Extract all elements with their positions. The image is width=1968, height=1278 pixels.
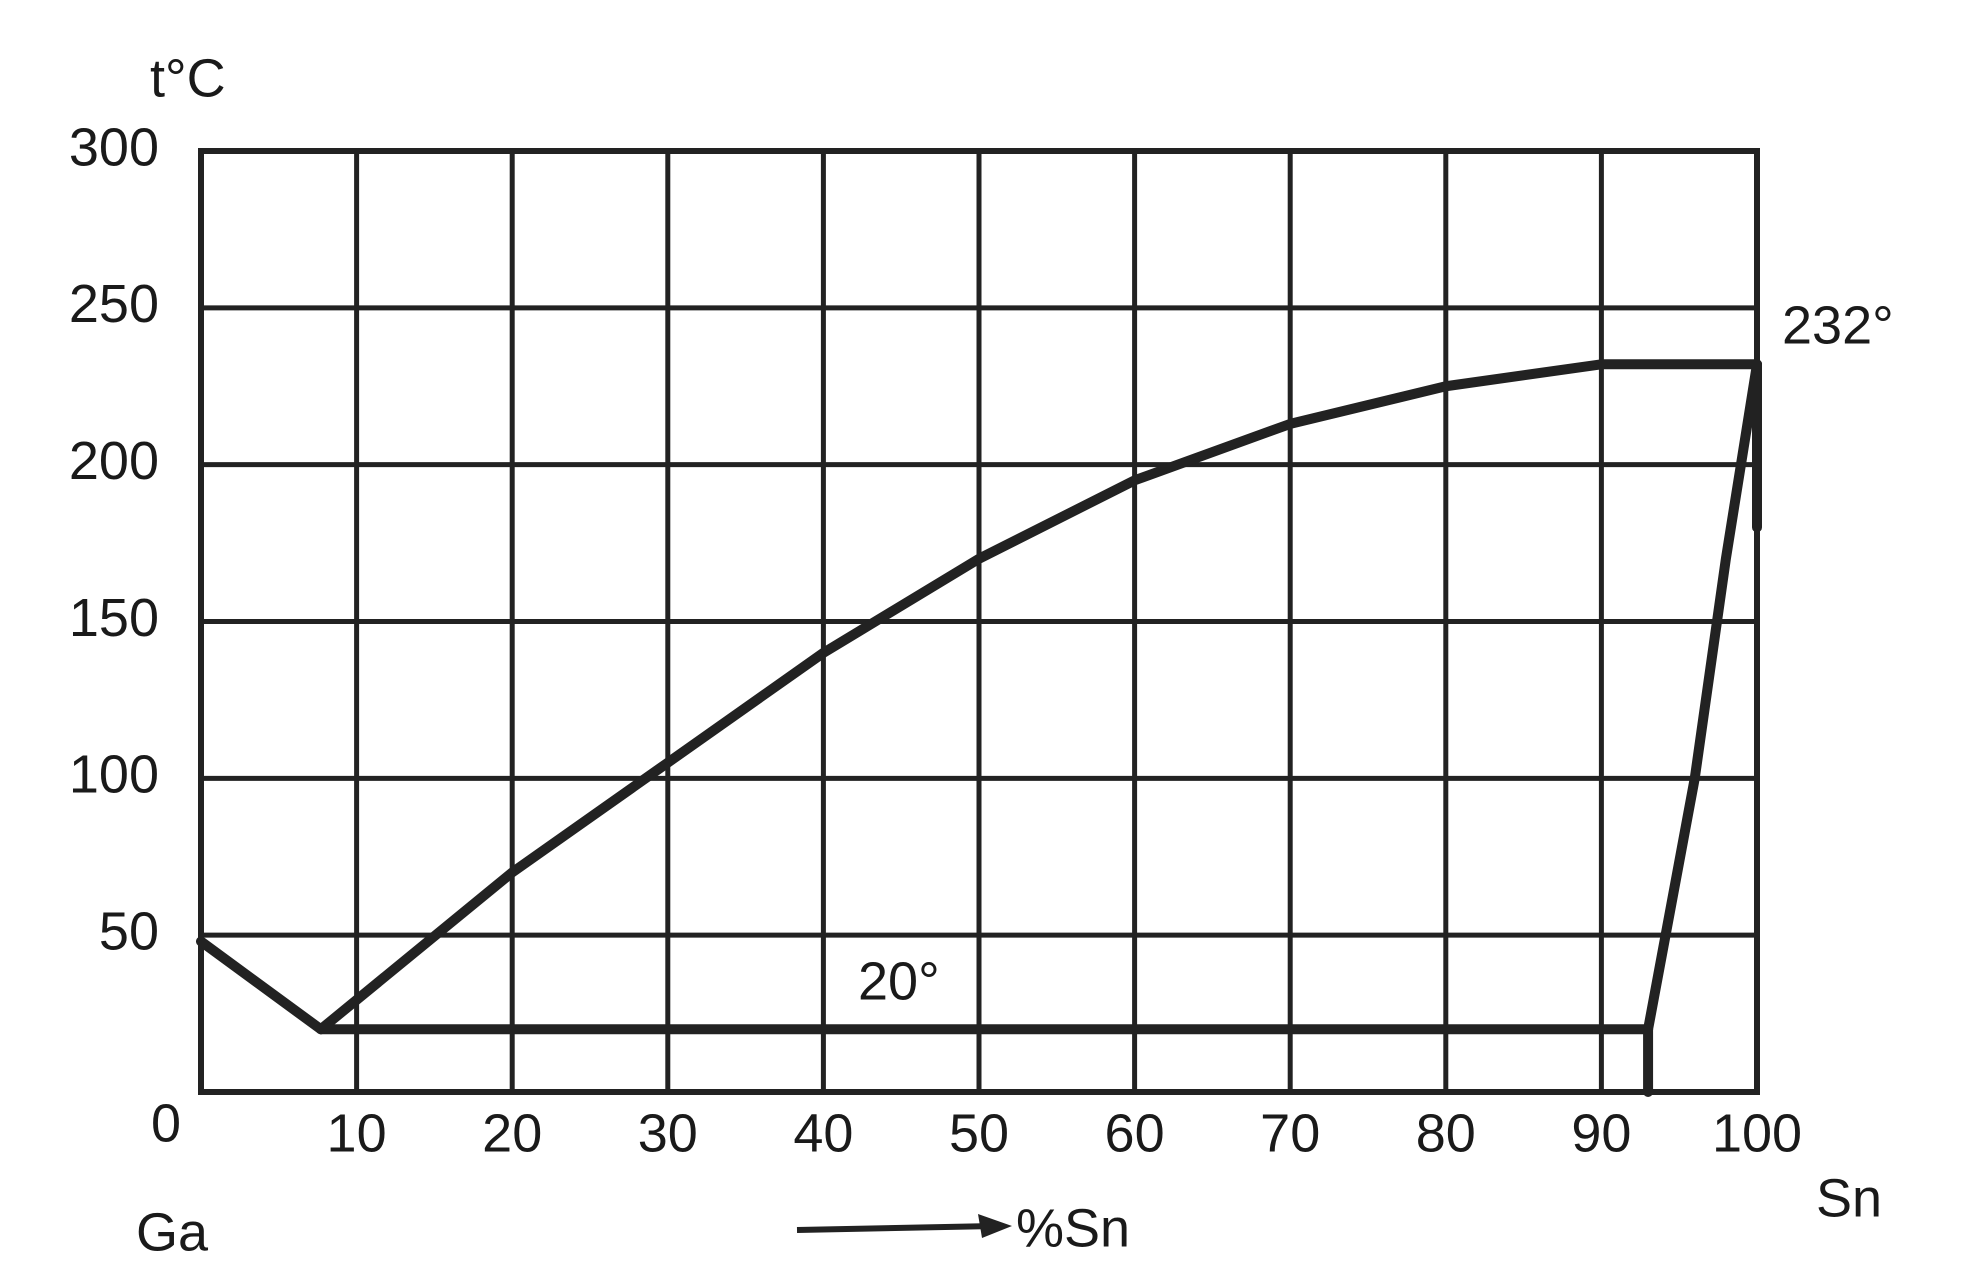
x-tick-label: 10 xyxy=(327,1103,387,1163)
x-tick-label: 100 xyxy=(1712,1103,1802,1163)
y-tick-label: 300 xyxy=(69,117,159,177)
arrow xyxy=(796,1223,996,1233)
arrow-head xyxy=(978,1214,1012,1238)
annotation: 20° xyxy=(858,951,940,1011)
x-tick-label: 80 xyxy=(1416,1103,1476,1163)
x-tick-label: 0 xyxy=(151,1093,181,1153)
y-tick-label: 100 xyxy=(69,745,159,805)
annotation: Ga xyxy=(136,1202,209,1262)
x-tick-label: 50 xyxy=(949,1103,1009,1163)
y-tick-label: 250 xyxy=(69,274,159,334)
x-tick-label: 70 xyxy=(1260,1103,1320,1163)
x-tick-label: 90 xyxy=(1571,1103,1631,1163)
y-tick-label: 150 xyxy=(69,588,159,648)
y-tick-label: 200 xyxy=(69,431,159,491)
x-tick-label: 60 xyxy=(1105,1103,1165,1163)
x-axis-label: %Sn xyxy=(1016,1198,1130,1258)
curve xyxy=(196,936,326,1035)
y-axis-label: t°C xyxy=(150,48,226,108)
x-tick-label: 40 xyxy=(793,1103,853,1163)
curve xyxy=(315,359,1762,1035)
y-tick-label: 50 xyxy=(99,901,159,961)
curve xyxy=(1643,359,1762,1035)
x-tick-label: 30 xyxy=(638,1103,698,1163)
annotation: Sn xyxy=(1816,1168,1882,1228)
annotation: 232° xyxy=(1782,295,1894,355)
x-tick-label: 20 xyxy=(482,1103,542,1163)
